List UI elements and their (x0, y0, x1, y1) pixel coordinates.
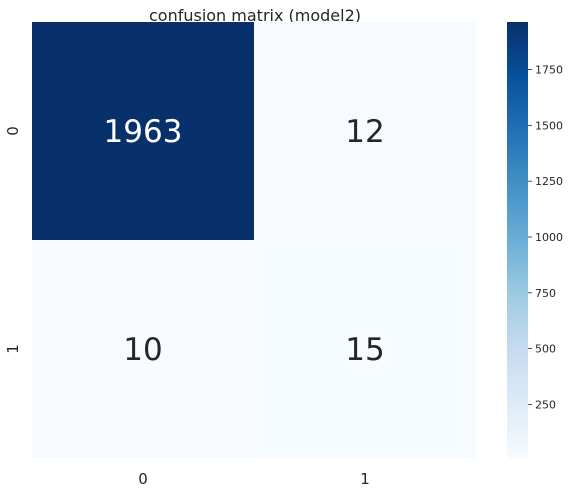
cell-1-1 (254, 240, 476, 458)
y-tick-1: 1 (4, 344, 22, 354)
colorbar-tick-5: 1500 (535, 119, 563, 132)
cell-label-0-1: 12 (345, 114, 384, 150)
cell-0-1 (254, 22, 476, 240)
x-tick-1: 1 (360, 470, 370, 488)
y-tick-0: 0 (4, 126, 22, 136)
cell-1-0 (32, 240, 254, 458)
cell-0-0 (32, 22, 254, 240)
chart-title: confusion matrix (model2) (149, 6, 361, 25)
cell-label-1-0: 10 (123, 332, 162, 368)
colorbar-tick-6: 1750 (535, 64, 563, 77)
colorbar-tick-2: 750 (535, 287, 556, 300)
colorbar (507, 22, 528, 458)
colorbar-tick-1: 500 (535, 343, 556, 356)
y-axis-ticks: 01 (4, 126, 22, 354)
colorbar-tick-0: 250 (535, 398, 556, 411)
colorbar-tick-3: 1000 (535, 231, 563, 244)
colorbar-ticks: 250 500 750 1000 1250 1500 1750 (528, 64, 563, 411)
cell-label-0-0: 1963 (104, 114, 183, 150)
colorbar-tick-4: 1250 (535, 175, 563, 188)
x-tick-0: 0 (138, 470, 148, 488)
cell-annotations: 1963 12 10 15 (104, 114, 385, 368)
heatmap-cells (32, 22, 476, 458)
cell-label-1-1: 15 (345, 332, 384, 368)
